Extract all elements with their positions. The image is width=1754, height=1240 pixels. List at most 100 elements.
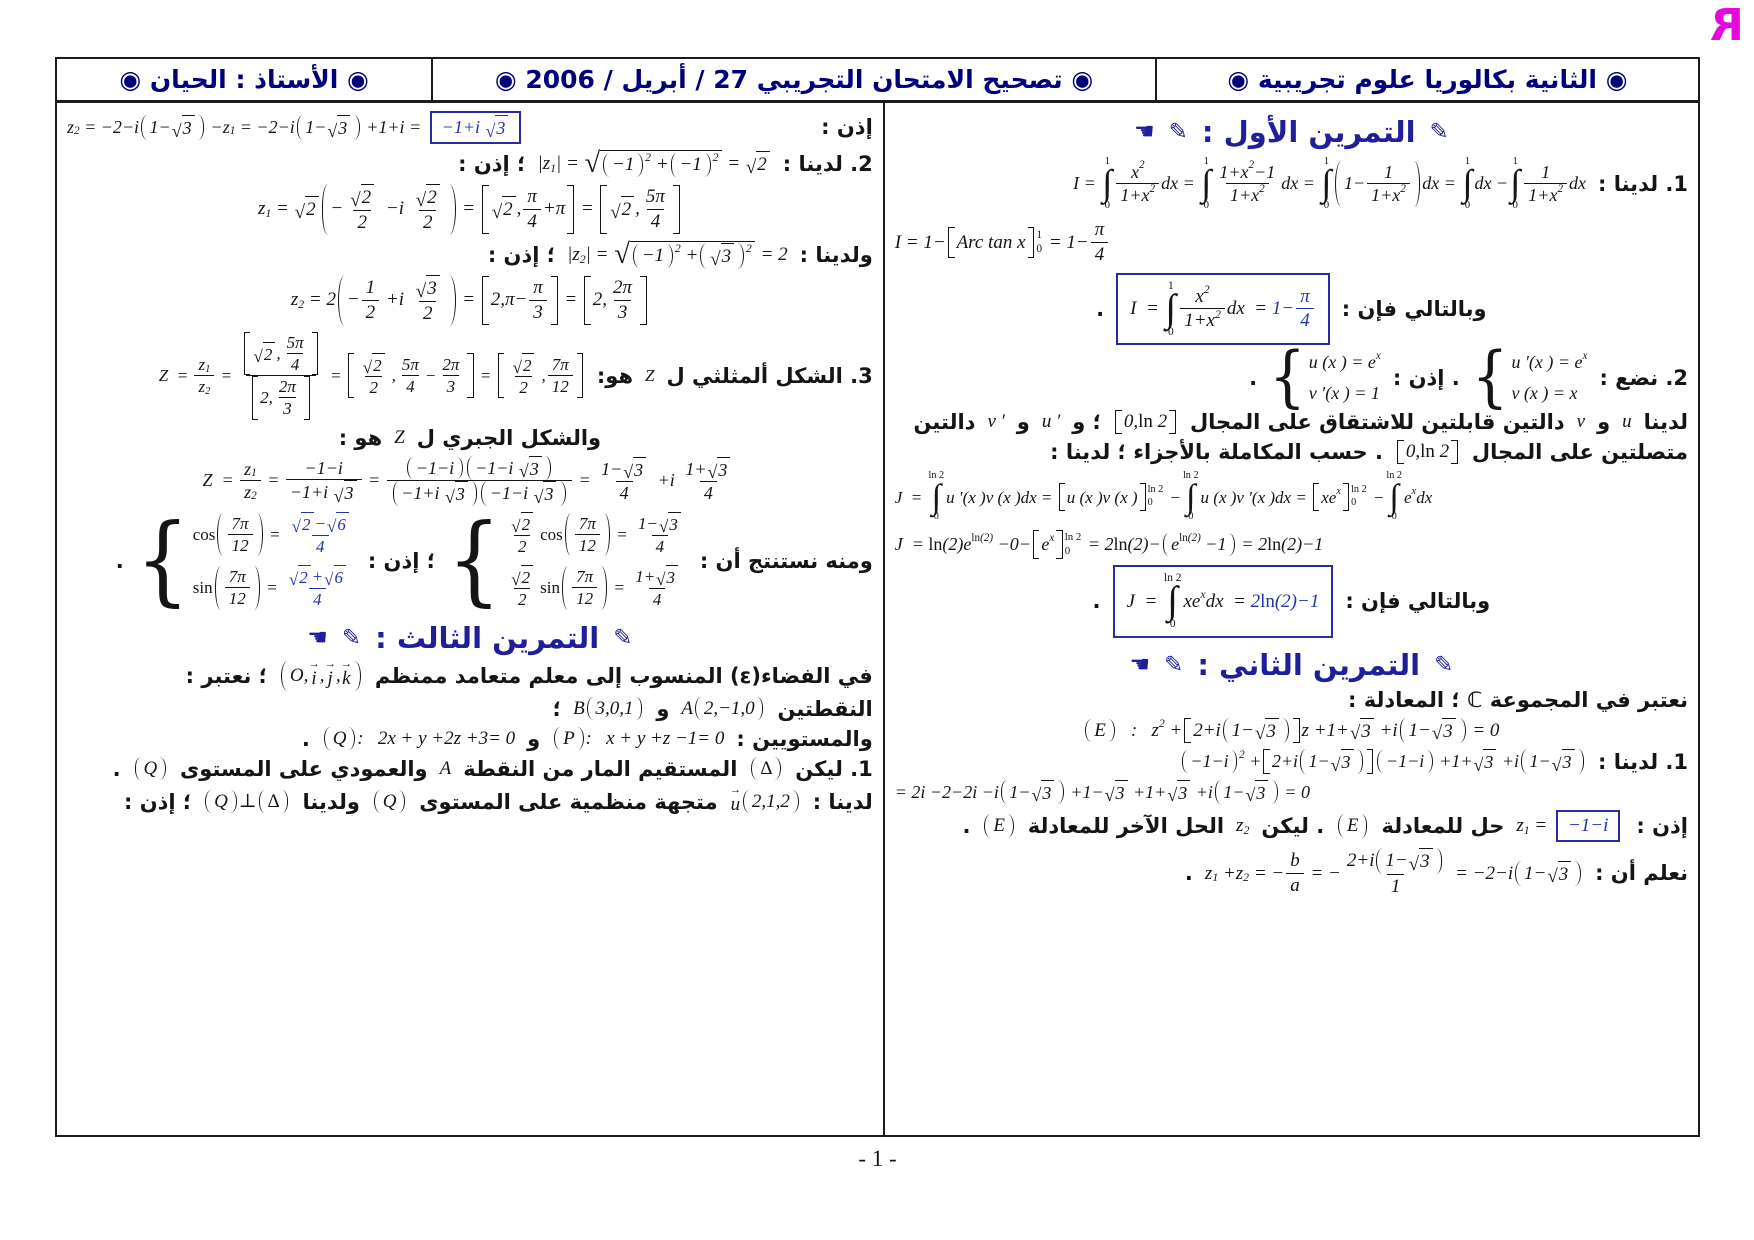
- ex3-points: النقطتين A 2,−1,0 و B 3,0,1 ؛: [67, 697, 873, 721]
- arabic-text: في الفضاء(ε) المنسوب إلى معلم متعامد ممن…: [374, 663, 873, 688]
- math-expression: = 2i −2−2i −i 1− √ 3 +1− √ 3 +1+ √ 3 +i 1− √ 3 = 0: [894, 779, 1311, 806]
- ex2-q1-simplification: = 2i −2−2i −i 1− √ 3 +1− √ 3 +1+ √ 3 +i 1− √ 3 = 0: [894, 779, 1688, 806]
- ex3-q1-line-definition: 1. ليكن Δ المستقيم المار من النقطة A والعمود…: [67, 757, 873, 781]
- math-expression: B 3,0,1: [573, 696, 644, 721]
- ex2-q3-cos-sin-conclusion: ومنه نستنتج أن : {√ 2 2 cos 7π 12 = 1− √ 3 4 √ 2 2 si…: [67, 511, 873, 611]
- ex1-q1-boxed-result: وبالتالي فإن : I = 1 ∫ 0 x 2 1+x 2 dx = 1− π 4.: [895, 272, 1688, 346]
- math-expression: v ′: [987, 411, 1005, 433]
- header-doc-title: ◉ تصحيح الامتحان التجريبي 27 / أبريل / 2…: [431, 59, 1155, 100]
- math-expression: |z 2 | = √ −1 2 + √ 3 2 = 2: [567, 238, 788, 270]
- arabic-text: و: [656, 696, 670, 721]
- math-expression: Z: [645, 365, 655, 385]
- arabic-text: هو :: [338, 425, 383, 450]
- arabic-text: . إذن :: [1392, 365, 1460, 390]
- pen-icon: ✎: [1168, 119, 1188, 145]
- arabic-text: نعتبر في المجموعة ℂ ؛ المعادلة :: [1348, 687, 1688, 712]
- arabic-text: .: [112, 756, 121, 781]
- ex1-q2-continuous-note: متصلتين على المجال 0, ln 2 . حسب المكاملة ب…: [895, 440, 1688, 464]
- arabic-text: ؛ و: [1072, 410, 1102, 435]
- arabic-text: ولدينا :: [799, 242, 873, 267]
- math-expression: v: [1576, 411, 1586, 433]
- pen-icon: ✎: [1164, 651, 1184, 678]
- arabic-text: والشكل الجبري ل: [416, 425, 602, 450]
- pen-icon: ✎: [341, 624, 362, 651]
- math-expression: {cos 7π 12 = √ 2− √ 6 4 sin 7π 12 = √ 2 + √ 6 4: [136, 511, 356, 611]
- arabic-text: وبالتالي فإن :: [1341, 296, 1487, 321]
- math-expression: Δ: [749, 756, 783, 781]
- hand-icon: ☚: [307, 624, 328, 651]
- brand-logo-r: R: [1710, 0, 1744, 51]
- arabic-text: إذن :: [1636, 814, 1688, 839]
- ex2-q3-algebraic-intro: والشكل الجبري ل Z هو :: [67, 426, 873, 450]
- pen-icon: ✎: [613, 624, 633, 651]
- arabic-text: لدينا :: [812, 789, 873, 814]
- arabic-text: 1. لدينا :: [1598, 171, 1688, 196]
- arabic-text: ؛: [552, 696, 562, 721]
- math-expression: I = 1 ∫ 0 x 2 1+x 2 dx = 1 ∫ 0 1+x 2 −1 1+x 2 dx = 1 ∫ 0 1…: [1073, 155, 1587, 211]
- header-class-level: ◉ الثانية بكالوريا علوم تجريبية ◉: [1154, 59, 1698, 100]
- document-sheet: ◉ الثانية بكالوريا علوم تجريبية ◉ ◉ تصحي…: [55, 57, 1700, 1137]
- ex1-q2-integration-by-parts: J = ln 2 ∫ 0 u ′(x )v (x )dx = u (x )v (x )…: [895, 470, 1688, 524]
- arabic-text: .: [962, 814, 971, 839]
- arabic-text: نعلم أن :: [1595, 861, 1688, 886]
- hand-icon: ☚: [1133, 119, 1155, 145]
- arabic-text: .: [1184, 861, 1193, 886]
- section-title: التمرين الأول :: [1201, 115, 1416, 149]
- section-title: التمرين الثاني :: [1197, 647, 1421, 682]
- header-row: ◉ الثانية بكالوريا علوم تجريبية ◉ ◉ تصحي…: [57, 59, 1698, 103]
- math-expression: → u 2,1,2: [730, 784, 801, 817]
- section-exercise-1: ✎ التمرين الأول : ✎ ☚: [893, 115, 1690, 149]
- math-expression: Q: [133, 756, 168, 781]
- arabic-text: و: [527, 726, 541, 751]
- math-expression: |z 1 | = √ −1 2 + −1 2 = √ 2: [537, 149, 770, 179]
- arabic-text: والعمودي على المستوى: [180, 756, 428, 781]
- math-expression: 0, ln 2: [1395, 440, 1460, 465]
- section-title: التمرين الثالث :: [375, 620, 600, 655]
- arabic-text: ومنه نستنتج أن :: [699, 549, 873, 573]
- arabic-text: 2. لدينا :: [782, 151, 873, 176]
- arabic-text: . حسب المكاملة بالأجزاء ؛ لدينا :: [1050, 440, 1383, 465]
- math-expression: J = ln 2 ∫ 0 u ′(x )v (x )dx = u (x )v (x )…: [894, 470, 1433, 523]
- math-expression: A 2,−1,0: [681, 696, 765, 721]
- math-expression: O, → i, → j, → k: [279, 658, 363, 691]
- arabic-text: .: [115, 549, 124, 573]
- arabic-text: .: [301, 726, 310, 751]
- ex2-q1-substitute-z1: 1. لدينا : −1−i 2 +2+i 1− √ 3 −1−i +1+ √ 3 +i 1− √…: [895, 749, 1688, 774]
- arabic-text: والمستويين :: [736, 726, 873, 751]
- arabic-text: 1. لدينا :: [1598, 749, 1688, 774]
- ex1-q2-differentiable-note: لدينا u و v دالتين قابلتين للاشتقاق على المج…: [895, 410, 1688, 434]
- arabic-text: .: [1096, 296, 1105, 321]
- arabic-text: الحل الآخر للمعادلة: [1027, 814, 1225, 839]
- math-expression: E: [982, 814, 1015, 839]
- hand-icon: ☚: [1129, 651, 1151, 678]
- arabic-text: لدينا: [1643, 410, 1688, 435]
- column-exercises-1-2: ✎ التمرين الأول : ✎ ☚ 1. لدينا : I = 1 ∫ 0 x 2 1+x…: [882, 103, 1698, 1135]
- arabic-text: حل للمعادلة: [1381, 814, 1505, 839]
- math-expression: E: [1336, 814, 1369, 839]
- arabic-text: وبالتالي فإن :: [1345, 589, 1491, 614]
- arabic-text: ولدينا: [302, 789, 360, 814]
- arabic-text: المستقيم المار من النقطة: [463, 756, 738, 781]
- ex3-q1-normal-vector: لدينا : → u 2,1,2 متجهة منظمية على المستوى Q و…: [67, 784, 873, 817]
